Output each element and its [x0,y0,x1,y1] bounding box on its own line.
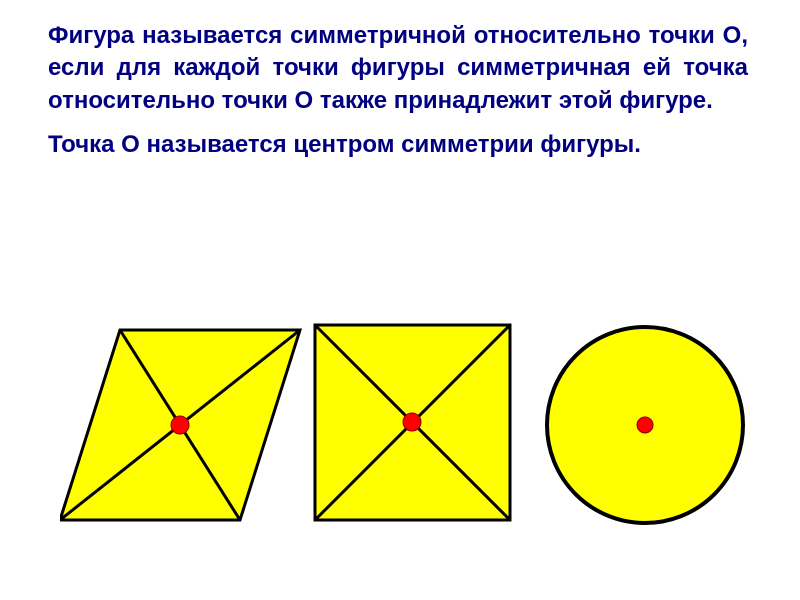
paragraph-1: Фигура называется симметричной относител… [48,20,748,117]
circle-shape [540,320,750,530]
shapes-row [60,300,760,560]
text-block: Фигура называется симметричной относител… [48,20,748,174]
paragraph-2: Точка О называется центром симметрии фиг… [48,129,748,161]
square-shape [310,320,520,530]
parallelogram-shape [60,320,310,540]
